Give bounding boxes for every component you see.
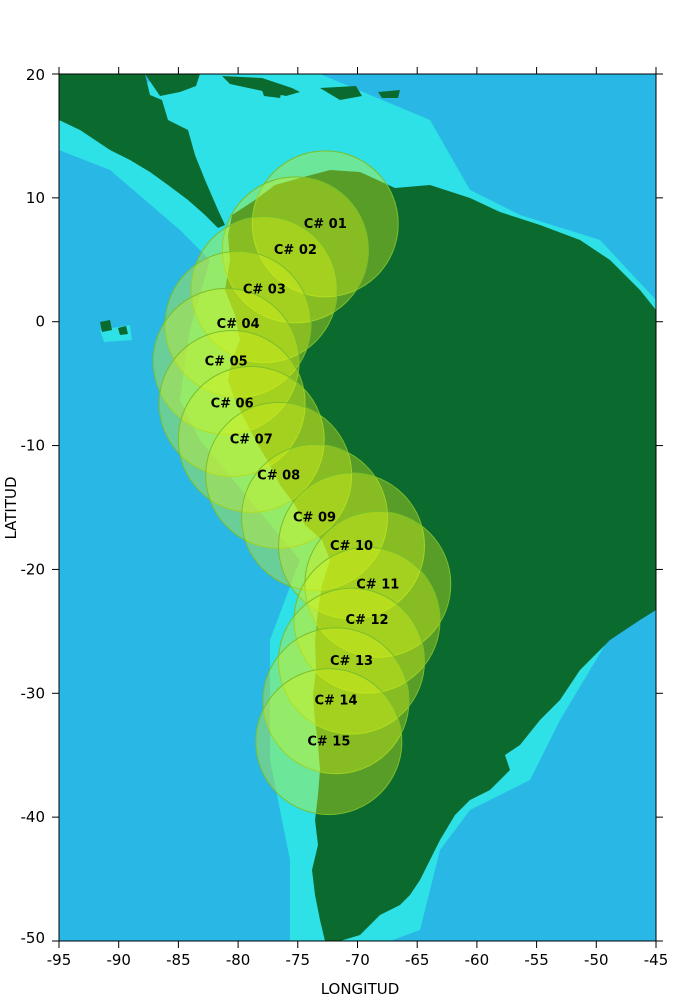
- y-tick-label: 10: [26, 189, 45, 207]
- coverage-circle: [278, 472, 426, 620]
- circle-label: C# 13: [330, 654, 373, 669]
- x-tick-label: -45: [644, 951, 669, 969]
- x-tick-label: -75: [286, 951, 311, 969]
- x-tick-label: -50: [584, 951, 609, 969]
- y-tick-label: 0: [35, 313, 45, 331]
- y-tick-label: -50: [21, 929, 46, 947]
- coverage-circle: [164, 250, 312, 398]
- circle-label: C# 02: [274, 243, 317, 258]
- y-axis: 20 10 0 -10 -20 -30 -40 -50: [21, 66, 663, 947]
- coverage-circle: [152, 287, 300, 435]
- circle-label: C# 01: [304, 217, 347, 232]
- circle-label: C# 07: [230, 432, 273, 447]
- coverage-circle: [278, 587, 426, 735]
- coverage-circle: [158, 329, 306, 477]
- coverage-circle: [255, 668, 403, 816]
- circle-label: C# 15: [307, 735, 350, 750]
- coverage-circle: [221, 176, 369, 324]
- x-axis: -95 -90 -85 -80 -75 -70 -65 -60 -55 -50 -45: [47, 67, 669, 969]
- x-tick-label: -95: [47, 951, 72, 969]
- circle-label: C# 08: [257, 468, 300, 483]
- circle-label: C# 03: [243, 283, 286, 298]
- circle-label: C# 14: [314, 694, 357, 709]
- coverage-circles: C# 01 C# 02 C# 03 C# 04 C# 05 C# 06 C# 07 C# 08…: [152, 150, 452, 816]
- x-tick-label: -90: [106, 951, 131, 969]
- y-tick-label: -30: [21, 684, 46, 702]
- y-axis-title: LATITUD: [2, 476, 20, 539]
- coverage-circle: [304, 510, 452, 658]
- circle-label: C# 11: [356, 577, 399, 592]
- circle-label: C# 09: [293, 510, 336, 525]
- coverage-circle: [241, 443, 388, 591]
- circle-label: C# 05: [205, 354, 248, 369]
- coverage-circle: [262, 627, 410, 775]
- circle-label: C# 04: [217, 317, 260, 332]
- y-tick-label: -10: [21, 437, 46, 455]
- circle-label: C# 12: [346, 613, 389, 628]
- coverage-circle: [293, 546, 441, 694]
- coverage-circle: [190, 216, 338, 363]
- land-mass: [59, 74, 656, 941]
- x-axis-title: LONGITUD: [321, 980, 400, 998]
- x-tick-label: -55: [524, 951, 549, 969]
- circle-label: C# 06: [211, 396, 254, 411]
- x-tick-label: -70: [345, 951, 370, 969]
- y-tick-label: -20: [21, 560, 46, 578]
- x-tick-label: -80: [226, 951, 251, 969]
- y-tick-label: -40: [21, 808, 46, 826]
- x-tick-label: -60: [465, 951, 490, 969]
- circle-label: C# 10: [330, 539, 373, 554]
- y-tick-label: 20: [26, 66, 45, 84]
- x-tick-label: -65: [405, 951, 430, 969]
- coverage-circle: [251, 150, 399, 298]
- x-tick-label: -85: [166, 951, 191, 969]
